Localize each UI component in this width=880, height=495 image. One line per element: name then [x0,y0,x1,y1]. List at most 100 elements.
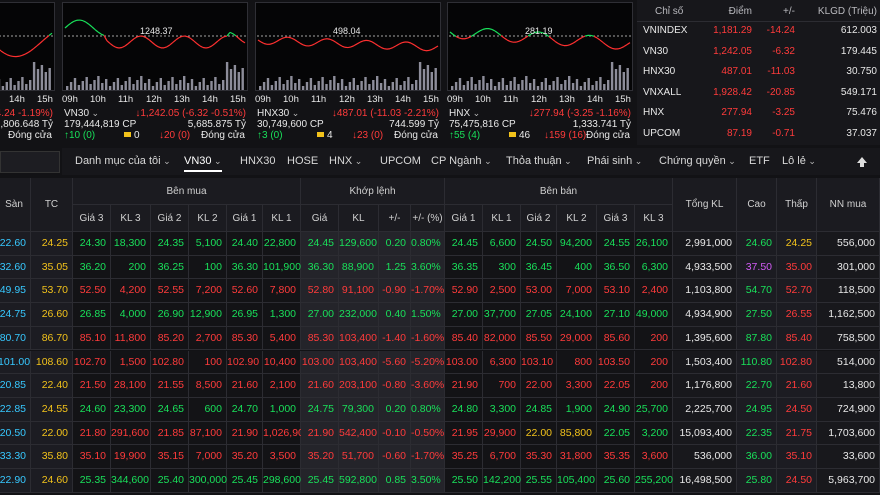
table-cell: 87,100 [189,421,227,446]
table-cell: 85.10 [73,326,111,351]
volume-bar [579,86,583,90]
tab[interactable]: Thỏa thuận [506,155,572,167]
price-line-segment [374,43,379,47]
volume-bar [1,86,5,90]
price-line-segment [473,32,478,36]
tab[interactable]: HNX [329,155,362,167]
price-line-segment [524,35,529,39]
volume-bar [305,82,309,90]
price-line-segment [229,31,234,35]
volume-bar [124,81,127,90]
volume-bar [40,65,44,90]
table-cell: 53.70 [31,279,73,304]
price-line-segment [491,28,496,32]
table-cell: 0.80% [411,397,445,422]
table-cell: 298,600 [263,469,301,493]
index-panel: 1248.37 09h 10h 11h 12h 13h 14h 15h VN30 ↓1,242.0… [62,0,248,145]
table-cell: 3,300 [557,374,597,398]
table-cell: 35.20 [227,445,263,469]
table-cell: 35.05 [31,255,73,280]
time-label: 13h [559,94,575,105]
volume-bar [379,83,383,90]
volume-bar [478,80,481,90]
search-box[interactable] [0,151,60,173]
price-line-segment [575,38,580,42]
volume-bar [532,79,536,90]
volume-bar [301,86,305,90]
tab[interactable]: Phái sinh [587,155,642,167]
index-cell: -20.85 [766,86,795,98]
tab[interactable]: VN30 [184,155,222,172]
price-line-segment [596,37,601,41]
column-header: Giá 3 [73,205,111,232]
column-header: Giá 2 [151,205,189,232]
time-label: 09h [255,94,271,105]
table-cell: 0.20 [379,397,411,422]
tab[interactable]: ETF [749,155,770,167]
reference-label: 498.04 [333,26,361,36]
table-cell: 94,200 [557,232,597,256]
volume-bar [101,83,104,90]
volume-bar [163,85,166,90]
table-cell: 85.30 [227,326,263,351]
table-cell: 1,103,800 [673,279,737,304]
table-cell: 33.30 [0,445,31,469]
time-label: 09h [62,94,78,105]
volume-bar [140,76,143,90]
volume-bar [603,84,606,90]
table-cell: 25.40 [151,469,189,493]
index-cell: 1,242.05 [713,45,752,57]
time-label: 14h [9,94,25,105]
table-cell: 103.00 [301,350,339,375]
volume-bar [97,76,100,90]
volume-bar [364,77,367,90]
volume-bar [583,82,586,90]
table-cell: 1,000 [263,397,301,422]
tab[interactable]: Lô lẻ [782,155,816,167]
table-cell: 24.95 [737,397,777,422]
price-line-segment [581,35,586,39]
index-cell: -0.71 [772,127,795,139]
table-cell: 24.30 [73,232,111,256]
price-line-segment [296,40,301,44]
table-cell: 35.80 [31,445,73,469]
price-line-segment [124,43,129,47]
table-cell: 200 [635,350,673,375]
price-line-segment [311,43,316,46]
table-cell: 24.60 [73,397,111,422]
volume-bar [430,72,433,90]
tab[interactable]: Danh mục của tôi [75,155,171,167]
price-line-segment [97,31,102,35]
scroll-up-icon[interactable] [856,156,868,168]
table-cell: 29,900 [483,421,521,446]
table-cell: 36.30 [301,255,339,280]
price-line-segment [620,45,625,49]
advancers: ↑3 (0) [257,130,283,141]
volume-bar [89,84,92,90]
tab[interactable]: UPCOM [380,155,421,167]
volume-bar [85,77,88,90]
volume-bar [591,85,594,90]
table-cell: 3.50% [411,469,445,493]
price-line-segment [560,44,565,47]
volume-bar [540,82,544,90]
price-line-segment [623,44,628,48]
tab[interactable]: Chứng quyền [659,155,736,167]
price-line-segment [45,35,50,39]
tab[interactable]: CP Ngành [431,155,492,167]
table-cell: 26.60 [31,303,73,327]
index-cell: VN30 [643,45,669,57]
table-cell: 24.75 [301,397,339,422]
table-cell: 2,500 [483,279,521,304]
decliners: ↓159 (16) [544,130,587,141]
table-cell: 13,800 [817,374,880,398]
index-volume: 75,475,816 CP [449,119,516,130]
table-cell: 21.60 [777,374,817,398]
index-cell: -11.03 [767,66,795,77]
tab[interactable]: HNX30 [240,155,276,167]
table-cell: 37,700 [483,303,521,327]
tab[interactable]: HOSE [287,155,319,167]
table-cell: 27.00 [301,303,339,327]
table-cell: 1,300 [263,303,301,327]
time-label: 13h [174,94,190,105]
